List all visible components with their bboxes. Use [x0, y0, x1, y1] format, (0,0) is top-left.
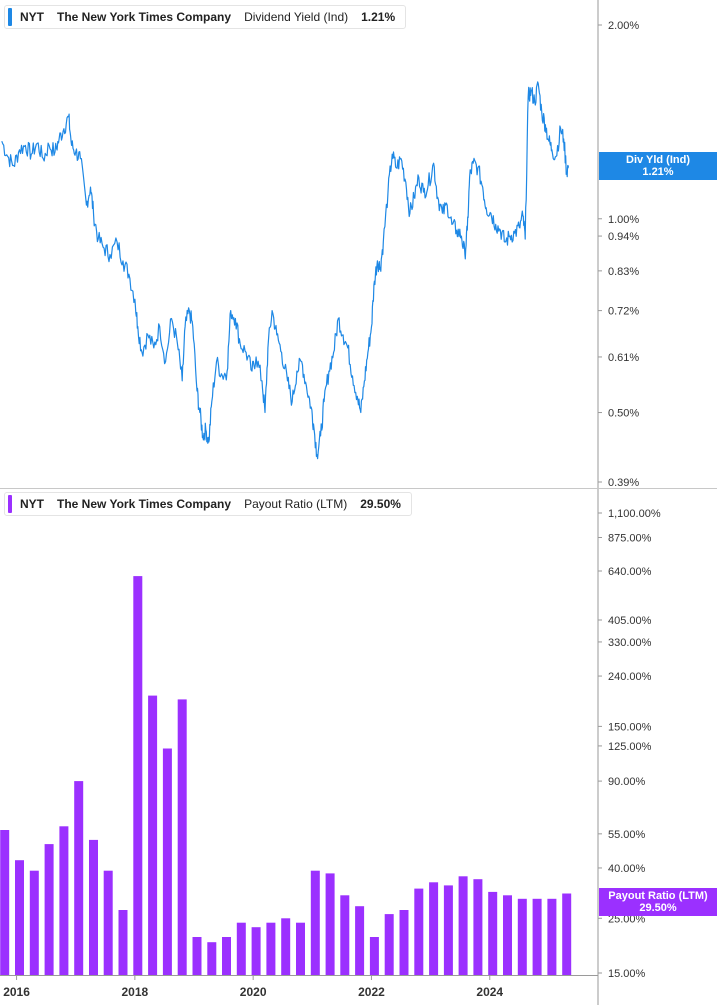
- payout-bar: [15, 860, 24, 975]
- payout-y-tick-label: 405.00%: [608, 615, 652, 627]
- payout-bar: [74, 781, 84, 975]
- bottom-badge-value: 29.50%: [639, 902, 677, 914]
- top-legend-value: 1.21%: [361, 10, 396, 24]
- yield-y-tick-label: 0.50%: [608, 408, 639, 420]
- x-tick-label: 2022: [358, 985, 385, 999]
- top-badge-value: 1.21%: [642, 166, 674, 178]
- bottom-legend-metric: Payout Ratio (LTM): [244, 497, 348, 511]
- payout-y-tick-label: 240.00%: [608, 671, 652, 683]
- payout-bar: [207, 942, 217, 975]
- payout-bar: [103, 870, 113, 975]
- payout-bar: [177, 699, 187, 975]
- payout-y-tick-label: 15.00%: [608, 968, 646, 980]
- yield-y-tick-label: 0.94%: [608, 231, 639, 243]
- x-tick-label: 2016: [3, 985, 30, 999]
- payout-bar: [236, 922, 246, 975]
- top-legend-color-bar: [8, 8, 12, 26]
- payout-bar: [266, 922, 276, 975]
- payout-bar: [133, 576, 143, 975]
- payout-bar: [562, 893, 572, 975]
- payout-y-tick-label: 330.00%: [608, 637, 652, 649]
- dividend-yield-line: [1, 81, 569, 460]
- yield-y-tick-label: 0.61%: [608, 352, 639, 364]
- yield-y-tick-label: 0.72%: [608, 306, 639, 318]
- payout-y-tick-label: 55.00%: [608, 829, 646, 841]
- x-tick-label: 2024: [476, 985, 503, 999]
- payout-bar: [310, 870, 320, 975]
- payout-bar: [296, 922, 305, 975]
- payout-y-tick-label: 1,100.00%: [608, 508, 661, 520]
- payout-bar: [488, 891, 498, 975]
- payout-bar: [384, 914, 394, 975]
- yield-y-tick-label: 0.39%: [608, 477, 639, 489]
- bottom-legend-value: 29.50%: [360, 497, 401, 511]
- payout-bar: [369, 937, 379, 975]
- top-badge-label: Div Yld (Ind): [626, 154, 690, 166]
- payout-bar: [473, 879, 483, 975]
- payout-bar: [59, 826, 69, 975]
- payout-bar: [399, 910, 409, 975]
- payout-bar: [148, 695, 158, 975]
- payout-bar: [355, 906, 365, 975]
- top-legend-company: The New York Times Company: [57, 10, 232, 24]
- top-current-value-badge: Div Yld (Ind) 1.21%: [599, 152, 717, 180]
- top-legend-symbol: NYT: [20, 10, 44, 24]
- bottom-legend: NYT The New York Times Company Payout Ra…: [4, 492, 412, 516]
- yield-y-tick-label: 2.00%: [608, 20, 639, 32]
- bottom-current-value-badge: Payout Ratio (LTM) 29.50%: [599, 888, 717, 916]
- payout-bar: [251, 927, 261, 975]
- payout-bar: [443, 885, 453, 975]
- payout-bar: [517, 898, 527, 975]
- yield-y-tick-label: 1.00%: [608, 214, 639, 226]
- payout-bar: [340, 895, 350, 975]
- bottom-legend-symbol: NYT: [20, 497, 44, 511]
- payout-bar: [532, 898, 542, 975]
- payout-bar: [429, 882, 439, 975]
- payout-bar: [89, 839, 98, 975]
- bottom-badge-label: Payout Ratio (LTM): [608, 890, 708, 902]
- payout-bar: [547, 898, 557, 975]
- x-tick-label: 2018: [122, 985, 149, 999]
- payout-y-tick-label: 125.00%: [608, 741, 652, 753]
- payout-bar: [118, 910, 128, 975]
- payout-y-tick-label: 640.00%: [608, 566, 652, 578]
- payout-bar: [281, 918, 291, 975]
- top-legend-metric: Dividend Yield (Ind): [244, 10, 349, 24]
- x-tick-label: 2020: [240, 985, 267, 999]
- payout-y-tick-label: 90.00%: [608, 776, 646, 788]
- yield-y-tick-label: 0.83%: [608, 266, 639, 278]
- payout-bar: [44, 844, 54, 975]
- top-legend: NYT The New York Times Company Dividend …: [4, 5, 407, 29]
- payout-bar: [325, 873, 335, 975]
- bottom-legend-color-bar: [8, 495, 12, 513]
- payout-bar: [414, 888, 424, 975]
- payout-bar: [0, 830, 10, 975]
- payout-y-tick-label: 150.00%: [608, 721, 652, 733]
- payout-bar: [503, 895, 512, 975]
- bottom-legend-company: The New York Times Company: [57, 497, 232, 511]
- payout-y-tick-label: 40.00%: [608, 863, 646, 875]
- payout-y-tick-label: 875.00%: [608, 533, 652, 545]
- payout-bar: [458, 876, 468, 975]
- payout-bar: [29, 870, 39, 975]
- payout-bar: [162, 748, 172, 975]
- payout-bar: [192, 937, 202, 975]
- payout-bar: [222, 937, 231, 975]
- payout-y-tick-label: 25.00%: [608, 913, 646, 925]
